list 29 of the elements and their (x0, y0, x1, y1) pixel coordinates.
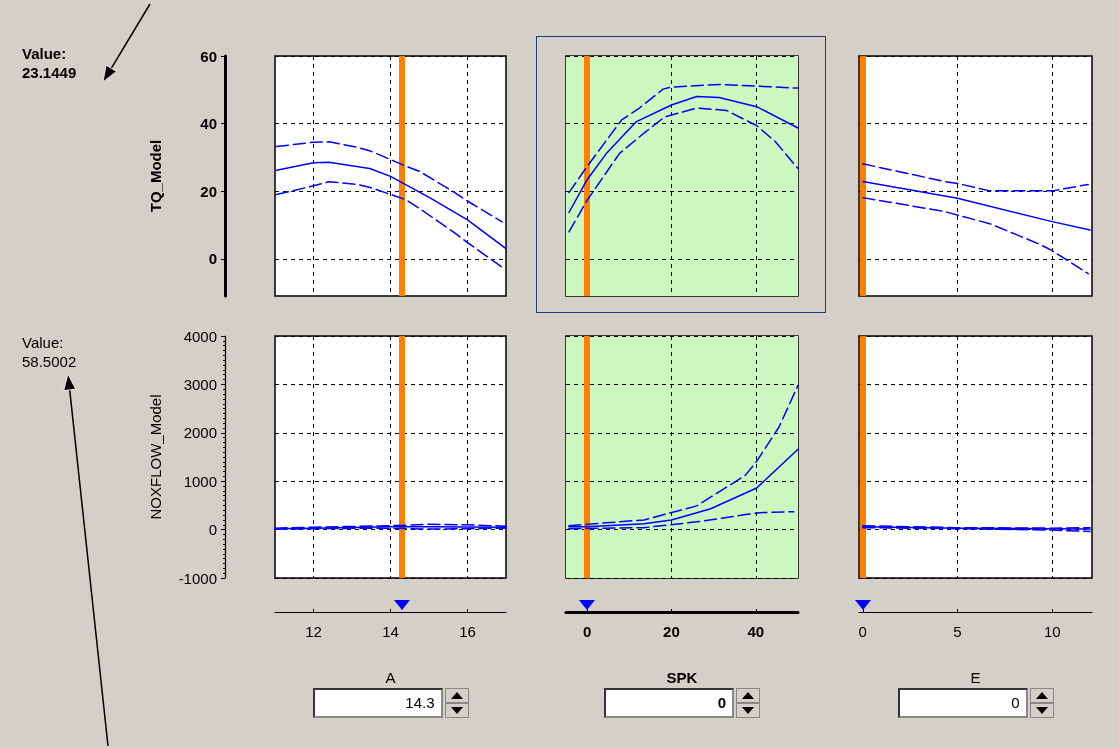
text: Value: 23.1449 (22, 44, 77, 82)
x-tick-label: 0 (858, 623, 867, 640)
x-tick-label: 14 (382, 623, 399, 640)
text: 0 (897, 688, 1028, 718)
y-tick-label: 0 (208, 521, 217, 539)
y-tick-label: 1000 (183, 472, 217, 490)
y-tick-label: 2000 (183, 424, 217, 442)
x-tick-label: 20 (663, 623, 680, 640)
y-tick-label: 0 (208, 250, 217, 268)
y-tick-label: -1000 (178, 569, 217, 587)
x-tick-label: 5 (953, 623, 962, 640)
x-tick-label: 12 (305, 623, 322, 640)
y-tick-label: 60 (200, 47, 217, 65)
y-tick-label: 3000 (183, 375, 217, 393)
text: Value: 58.5002 (22, 333, 77, 371)
x-axis-title: E (970, 669, 981, 686)
x-tick-label: 10 (1043, 623, 1061, 640)
y-tick-label: 4000 (183, 327, 217, 345)
y-axis-title: TQ_Model (147, 139, 164, 213)
x-tick-label: 40 (747, 623, 765, 640)
text: 14.3 (312, 688, 443, 718)
text: 0 (604, 688, 734, 718)
x-axis-title: SPK (666, 669, 698, 686)
y-axis-title: NOXFLOW_Model (147, 394, 164, 520)
y-tick-label: 20 (200, 182, 217, 200)
x-axis-title: A (385, 669, 396, 686)
x-tick-label: 0 (582, 623, 592, 640)
y-tick-label: 40 (200, 115, 217, 133)
x-tick-label: 16 (459, 623, 476, 640)
